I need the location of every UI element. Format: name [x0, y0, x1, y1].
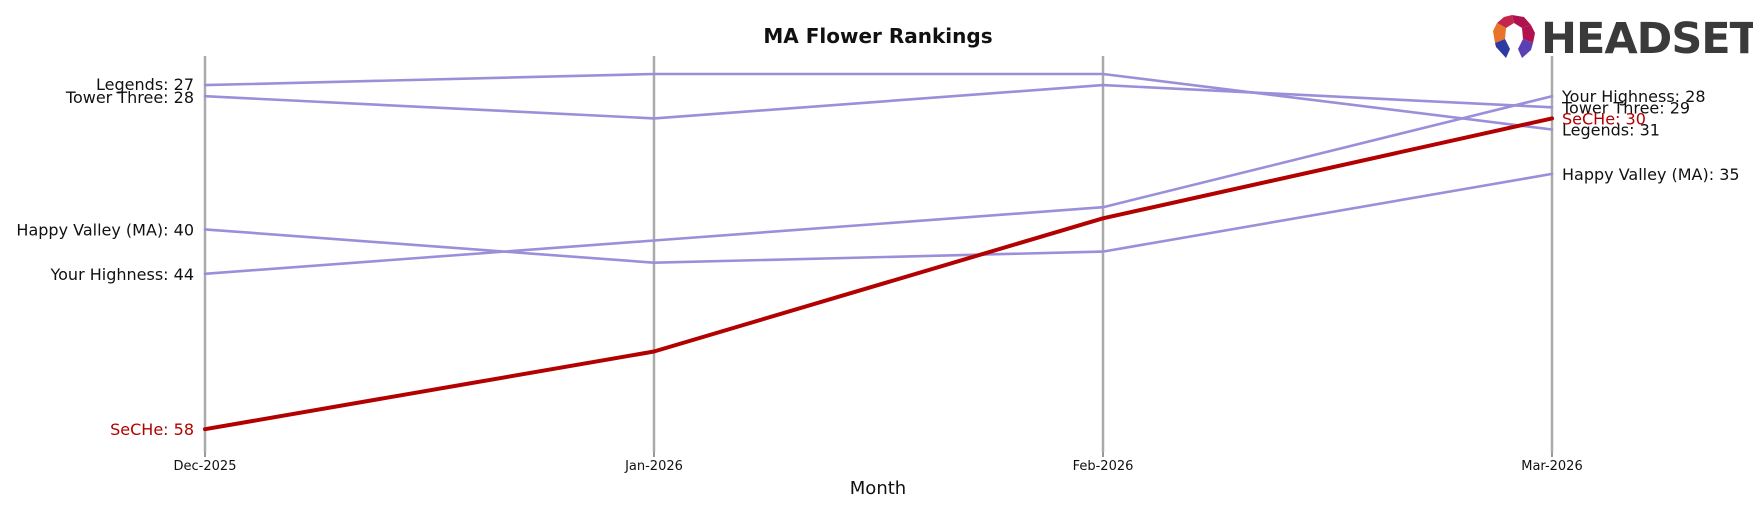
rank-labels: Legends: 27 Legends: 31 Tower Three: 28 Tow… [16, 75, 1739, 439]
end-rank-label: Happy Valley (MA): 35 [1562, 165, 1740, 184]
end-rank-label: SeCHe: 30 [1562, 109, 1646, 128]
series-line-your-highness [203, 94, 1554, 276]
headset-logo-text: HEADSET [1541, 14, 1753, 64]
x-tick-label: Mar-2026 [1521, 459, 1582, 474]
headset-logo: HEADSET [1493, 14, 1753, 64]
series-line-tower-three [203, 83, 1554, 120]
x-tick-label: Jan-2026 [624, 459, 683, 474]
start-rank-label: SeCHe: 58 [110, 420, 194, 439]
series-line-happy-valley-ma [203, 172, 1554, 265]
series-line-legends [203, 72, 1554, 131]
series-line-seche [203, 116, 1554, 432]
start-rank-label: Happy Valley (MA): 40 [16, 220, 194, 239]
series-lines [203, 72, 1554, 432]
x-ticks: Dec-2025 Jan-2026 Feb-2026 Mar-2026 [174, 452, 1583, 474]
headset-logo-icon [1493, 15, 1535, 58]
end-rank-label: Tower Three: 29 [1561, 98, 1690, 117]
x-tick-label: Dec-2025 [174, 459, 237, 474]
chart-title: MA Flower Rankings [763, 24, 992, 48]
end-rank-label: Your Highness: 28 [1561, 87, 1706, 106]
start-rank-label: Your Highness: 44 [49, 265, 194, 284]
start-rank-label: Tower Three: 28 [65, 88, 194, 107]
month-rules [203, 56, 1554, 452]
x-tick-label: Feb-2026 [1073, 459, 1134, 474]
end-rank-label: Legends: 31 [1562, 121, 1660, 140]
start-rank-label: Legends: 27 [96, 75, 194, 94]
x-axis-label: Month [850, 478, 906, 499]
